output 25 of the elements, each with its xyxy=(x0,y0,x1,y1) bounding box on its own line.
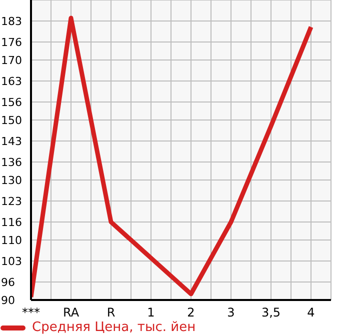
y-tick-label: 123 xyxy=(1,195,22,208)
y-tick-label: 130 xyxy=(1,174,22,187)
line-series xyxy=(31,16,314,300)
x-tick-label: RA xyxy=(62,306,80,320)
y-tick-label: 170 xyxy=(1,54,22,67)
x-tick-label: 2 xyxy=(187,306,195,320)
y-tick-label: 143 xyxy=(1,135,22,148)
y-tick-label: 176 xyxy=(1,36,22,49)
y-tick-label: 96 xyxy=(1,276,15,289)
x-tick-label: *** xyxy=(22,306,40,320)
y-tick-label: 110 xyxy=(1,234,22,247)
x-tick-label: 1 xyxy=(147,306,155,320)
y-tick-label: 90 xyxy=(1,294,15,307)
y-tick-label: 156 xyxy=(1,96,22,109)
x-tick-label: 3 xyxy=(227,306,235,320)
y-tick-label: 103 xyxy=(1,255,22,268)
x-tick-label: R xyxy=(106,306,116,320)
x-tick-label: 3,5 xyxy=(261,306,281,320)
legend-label: Средняя Цена, тыс. йен xyxy=(31,320,196,335)
y-tick-label: 136 xyxy=(1,156,22,169)
y-tick-label: 150 xyxy=(1,114,22,127)
x-tick-label: 4 xyxy=(307,306,315,320)
y-tick-label: 183 xyxy=(1,15,22,28)
y-tick-label: 163 xyxy=(1,75,22,88)
y-tick-label: 116 xyxy=(1,216,22,229)
